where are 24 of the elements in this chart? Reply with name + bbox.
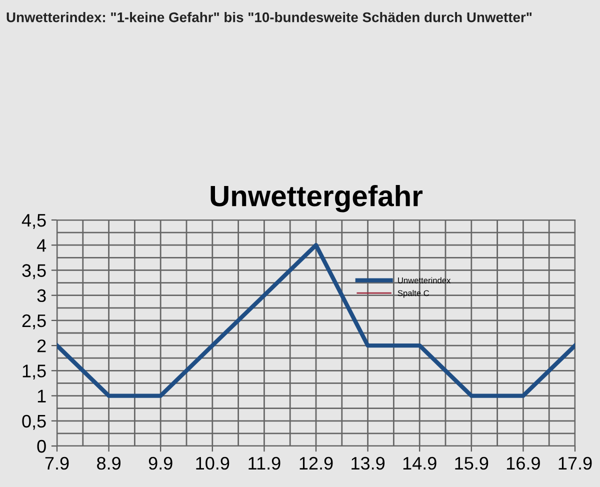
x-tick-label: 13.9 [352, 456, 385, 470]
x-tick-label: 7.9 [45, 456, 69, 470]
y-tick-label: 1,5 [22, 364, 46, 380]
x-tick-label: 15.9 [455, 456, 488, 470]
y-tick-label: 2 [37, 339, 46, 352]
y-tick-label: 4,5 [22, 214, 46, 229]
line-series [57, 243, 575, 398]
x-tick-label: 9.9 [148, 456, 172, 470]
y-tick-label: 4 [36, 239, 46, 252]
y-tick-label: 0,5 [22, 414, 46, 430]
text: Unwetterindex: "1-keine Gefahr" bis "10-bundesweite Schäden durch Unwetter" [6, 12, 532, 22]
chart-title: Unwettergefahr [210, 184, 423, 212]
x-tick-label: 14.9 [403, 456, 436, 470]
y-tick-label: 3,5 [22, 264, 46, 280]
x-tick-label: 16.9 [507, 456, 540, 470]
x-tick-label: 8.9 [97, 456, 120, 470]
x-tick-label: 10.9 [196, 456, 230, 470]
x-tick-label: 17.9 [558, 456, 592, 470]
y-tick-label: 3 [37, 289, 46, 302]
x-tick-label: 12.9 [300, 456, 333, 470]
x-tick-label: 11.9 [248, 456, 280, 470]
y-tick-label: 1 [38, 390, 46, 402]
y-tick-label: 2,5 [22, 314, 46, 330]
y-tick-label: 0 [37, 440, 46, 453]
